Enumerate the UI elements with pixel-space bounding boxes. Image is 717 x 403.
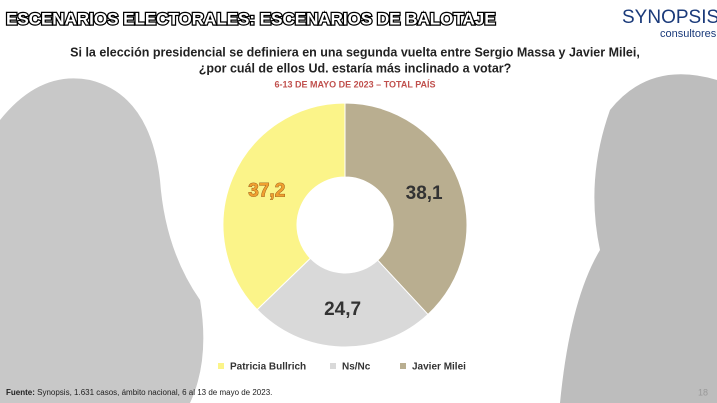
slide-title: ESCENARIOS ELECTORALES: ESCENARIOS DE BA… bbox=[6, 9, 496, 28]
logo: SYNOPSIS bbox=[622, 7, 717, 28]
legend-swatch bbox=[330, 363, 336, 369]
photo-left bbox=[0, 78, 204, 403]
question: ¿por cuál de ellos Ud. estaría más incli… bbox=[199, 61, 512, 75]
legend-swatch bbox=[400, 363, 406, 369]
logo-sub: consultores bbox=[660, 28, 717, 40]
page-number: 18 bbox=[698, 387, 708, 397]
question: Si la elección presidencial se definiera… bbox=[70, 45, 640, 59]
donut-segment bbox=[256, 257, 429, 348]
donut-segment bbox=[222, 102, 346, 311]
source-text: Synopsis, 1.631 casos, ámbito nacional, … bbox=[35, 388, 272, 397]
source: Fuente: Synopsis, 1.631 casos, ámbito na… bbox=[6, 388, 272, 397]
legend-label: Javier Milei bbox=[412, 362, 466, 373]
data-label: 37,2 bbox=[248, 181, 285, 202]
legend-label: Patricia Bullrich bbox=[230, 362, 306, 373]
source-label: Fuente: bbox=[6, 388, 35, 397]
photo-right bbox=[560, 74, 717, 403]
donut-segment bbox=[344, 102, 468, 316]
legend-swatch bbox=[218, 363, 224, 369]
legend-label: Ns/Nc bbox=[342, 362, 371, 373]
data-label: 24,7 bbox=[324, 299, 361, 320]
subtitle: 6-13 DE MAYO DE 2023 – TOTAL PAÍS bbox=[274, 79, 435, 89]
data-label: 38,1 bbox=[406, 183, 443, 204]
